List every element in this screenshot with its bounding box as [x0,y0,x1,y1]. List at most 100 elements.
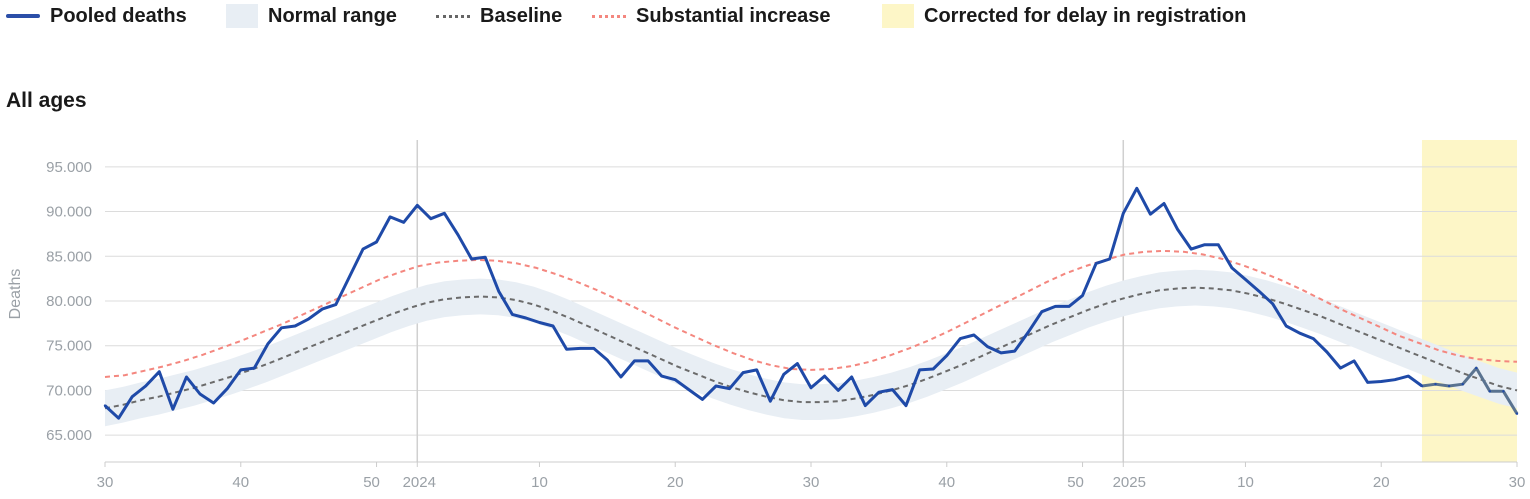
pooled-deaths-point [388,215,392,219]
pooled-deaths-point [823,374,826,378]
y-tick-label: 80.000 [46,293,92,310]
pooled-deaths-point [932,367,935,371]
pooled-deaths-point [1067,305,1071,308]
pooled-deaths-point [918,368,921,372]
pooled-deaths-point [837,389,840,392]
pooled-deaths-point [1366,381,1369,384]
pooled-deaths-point [484,256,487,259]
pooled-deaths-point [592,347,595,350]
pooled-deaths-point [497,290,500,293]
pooled-deaths-point [1162,202,1166,205]
pooled-deaths-point [198,392,202,396]
legend-label: Substantial increase [636,4,831,27]
pooled-deaths-point [511,313,514,316]
y-tick-label: 85.000 [46,248,92,265]
pooled-deaths-point [212,401,215,405]
legend-item-corrected[interactable]: Corrected for delay in registration [882,4,1246,28]
pooled-deaths-point [796,362,799,365]
pooled-deaths-point [972,333,976,337]
pooled-deaths-point [850,375,853,379]
pooled-deaths-point [1135,187,1139,190]
normal-range-band [105,269,1517,427]
pooled-deaths-point [1420,384,1424,388]
x-tick-label: 2025 [1113,474,1146,491]
pooled-deaths-point [1475,366,1478,370]
pooled-deaths-point [959,337,962,340]
pooled-deaths-corrected-series [1421,366,1519,415]
pooled-deaths-point [755,368,758,372]
pooled-deaths-point [1502,390,1505,393]
y-tick-label: 95.000 [46,159,92,176]
pooled-deaths-point [1122,212,1125,215]
pooled-deaths-point [1447,384,1451,388]
pooled-deaths-point [103,404,107,407]
x-tick-label: 30 [803,474,820,491]
pooled-deaths-point [1190,247,1193,251]
pooled-deaths-point [579,347,582,350]
legend-label: Baseline [480,4,563,27]
pooled-deaths-point [348,275,351,279]
pooled-deaths-point [1040,310,1044,313]
pooled-deaths-point [131,395,134,398]
pooled-deaths-point [144,384,147,388]
pooled-deaths-point [416,204,419,207]
pooled-deaths-point [1312,337,1315,340]
pooled-deaths-point [307,317,310,321]
pooled-deaths-point [619,375,623,379]
y-tick-label: 75.000 [46,338,92,355]
legend-label: Corrected for delay in registration [924,4,1247,27]
pooled-deaths-point [1380,380,1383,383]
x-tick-label: 20 [1373,474,1390,491]
normal-range-swatch-icon [226,4,258,28]
pooled-deaths-point [1407,374,1410,378]
x-tick-label: 2024 [403,474,436,491]
pooled-deaths-point [402,221,405,224]
baseline-swatch-icon [436,14,470,18]
y-tick-label: 70.000 [46,382,92,399]
pooled-deaths-point [117,417,120,420]
pooled-deaths-point [741,371,745,374]
x-tick-label: 40 [232,474,249,491]
pooled-deaths-point [1434,383,1437,386]
pooled-deaths-point [361,247,365,251]
pooled-deaths-point [1094,262,1098,265]
legend-item-substantial-increase[interactable]: Substantial increase [592,4,831,28]
pooled-deaths-point [904,404,908,407]
pooled-deaths-point [809,386,813,389]
pooled-deaths-point [1244,278,1247,281]
legend-item-pooled-deaths[interactable]: Pooled deaths [6,4,187,28]
pooled-deaths-point [1298,332,1302,335]
pooled-deaths-point [1108,257,1111,261]
pooled-deaths-point [429,217,432,220]
pooled-deaths-point [1257,290,1261,293]
pooled-deaths-point [633,359,636,363]
x-tick-label: 20 [667,474,684,491]
x-tick-label: 30 [1509,474,1526,491]
pooled-deaths-series [103,186,1423,420]
pooled-deaths-point [293,324,297,328]
pooled-deaths-point [171,408,175,411]
pooled-deaths-point [226,387,229,390]
pooled-deaths-point [1488,390,1492,393]
x-tick-label: 10 [1237,474,1254,491]
x-tick-label: 10 [531,474,548,491]
chart-title: All ages [6,89,87,112]
pooled-deaths-point [321,307,324,311]
legend-item-normal-range[interactable]: Normal range [226,4,397,28]
legend-item-baseline[interactable]: Baseline [436,4,562,28]
pooled-deaths-point [1515,412,1519,415]
pooled-deaths-point [538,321,541,324]
pooled-deaths-point [1271,302,1274,305]
pooled-deaths-point [1339,366,1342,370]
y-axis-label: Deaths [7,269,24,320]
pooled-deaths-point [565,348,568,351]
pooled-deaths-point [714,384,718,388]
x-tick-label: 50 [363,474,380,491]
pooled-deaths-point [1054,305,1057,308]
pooled-deaths-swatch-icon [6,14,40,18]
pooled-deaths-point [945,354,948,357]
pooled-deaths-point [239,368,242,372]
pooled-deaths-point [1325,350,1329,354]
baseline-series [104,286,1518,410]
pooled-deaths-point [551,324,555,328]
